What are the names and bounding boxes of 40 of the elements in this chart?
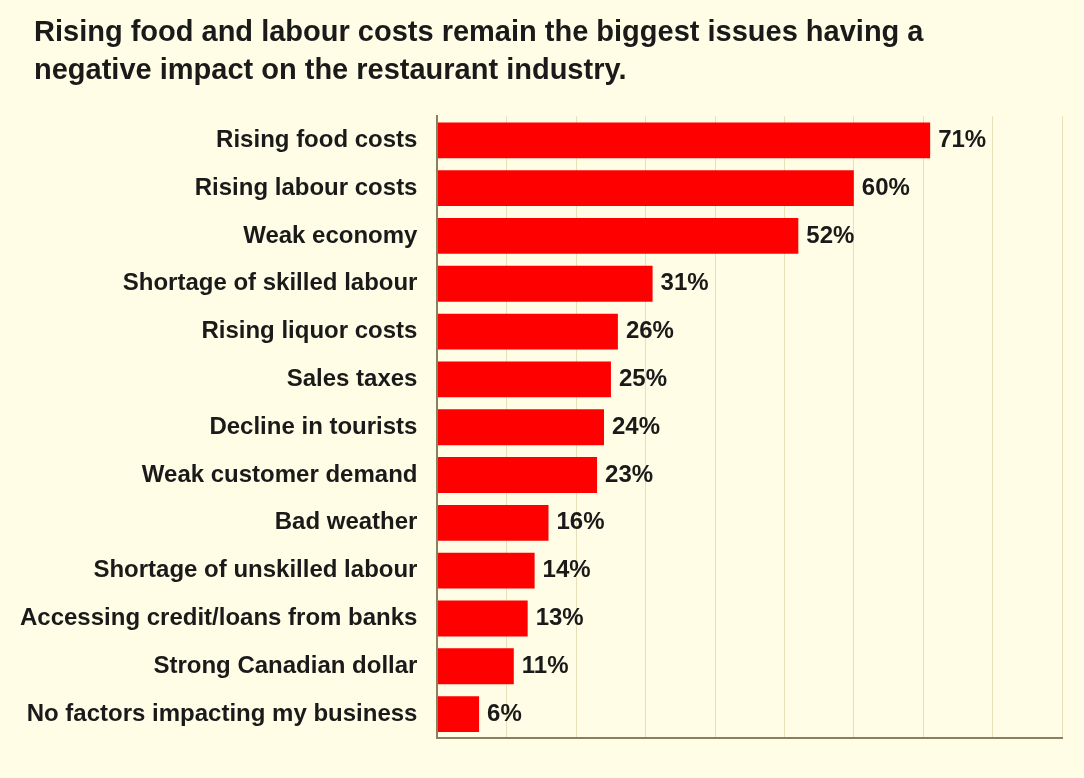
bar [437,457,598,493]
y-tick-label: Shortage of unskilled labour [93,555,418,583]
y-tick-label: Sales taxes [286,364,418,392]
bar [437,218,799,254]
chart-title: Rising food and labour costs remain the biggest issues having a negative impact on the restaurant industry. [33,14,925,87]
bar [437,696,480,733]
data-label: 71% [938,124,987,152]
y-tick-label: Rising food costs [216,124,418,152]
bar [437,648,514,685]
y-tick-label: Strong Canadian dollar [153,650,418,678]
y-tick-label: Decline in tourists [209,411,418,439]
data-label: 16% [556,507,605,535]
bar [437,552,535,589]
bar [437,409,605,446]
data-label: 60% [861,172,910,200]
data-label: 11% [521,650,569,678]
bar [437,170,854,207]
data-label: 26% [625,316,674,344]
y-tick-label: Weak customer demand [141,459,418,487]
y-tick-label: No factors impacting my business [26,698,418,726]
y-tick-label: Shortage of skilled labour [122,268,418,296]
bar [437,265,653,302]
y-tick-label: Rising labour costs [194,172,418,200]
bar [437,122,931,159]
data-label: 23% [605,459,654,487]
bar [437,504,549,541]
data-label: 25% [618,364,667,392]
bar [437,361,611,398]
data-label: 52% [806,220,855,248]
bar [437,313,618,350]
data-label: 6% [487,698,522,726]
data-label: 24% [612,411,661,439]
y-tick-label: Rising liquor costs [201,316,418,344]
data-label: 13% [535,603,584,631]
y-tick-label: Bad weather [274,507,418,535]
y-tick-label: Accessing credit/loans from banks [20,603,418,631]
y-tick-label: Weak economy [243,220,419,248]
data-label: 14% [542,555,591,583]
data-label: 31% [660,268,709,296]
bar [437,600,528,637]
